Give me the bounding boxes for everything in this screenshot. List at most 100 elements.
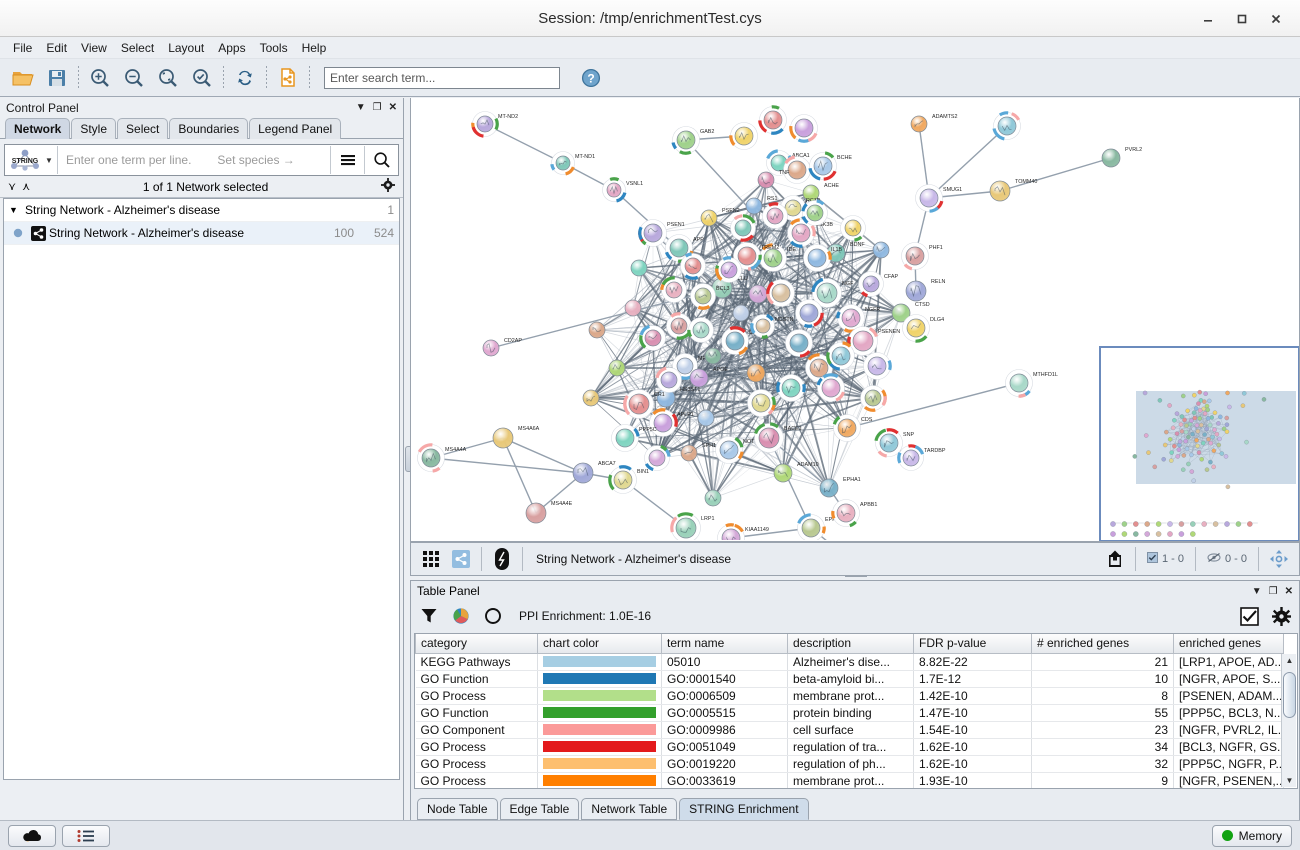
network-node[interactable]: VSNL1 bbox=[602, 177, 644, 203]
network-node[interactable] bbox=[666, 312, 692, 340]
network-node[interactable]: APBB1 bbox=[831, 499, 878, 528]
select-all-checkbox-icon[interactable] bbox=[1237, 604, 1261, 628]
node-sphere[interactable] bbox=[787, 160, 807, 180]
panel-dropdown-icon[interactable]: ▼ bbox=[355, 102, 366, 113]
node-sphere[interactable] bbox=[653, 413, 673, 433]
export-network-icon[interactable] bbox=[271, 62, 305, 94]
network-overview-panel[interactable] bbox=[1099, 346, 1299, 541]
tab-network-table[interactable]: Network Table bbox=[581, 798, 678, 820]
node-sphere[interactable] bbox=[837, 418, 857, 438]
node-sphere[interactable] bbox=[1101, 148, 1121, 168]
network-node[interactable] bbox=[732, 304, 750, 322]
network-graph[interactable]: MT-ND2MT-ND1VSNL1GAB2RS1ABCA1CHATBCHETNF… bbox=[411, 98, 1299, 541]
node-sphere[interactable] bbox=[660, 371, 678, 389]
network-node[interactable]: ADAMTS2 bbox=[910, 114, 957, 133]
node-sphere[interactable] bbox=[862, 275, 880, 293]
col-fdr-pvalue[interactable]: FDR p-value bbox=[913, 634, 1032, 654]
tab-node-table[interactable]: Node Table bbox=[417, 798, 498, 820]
expand-all-icon[interactable]: ⋏ bbox=[22, 181, 31, 193]
network-node[interactable]: BCHE bbox=[808, 151, 853, 181]
table-row[interactable]: GO Component GO:0009986 cell surface 1.54E-… bbox=[415, 721, 1284, 739]
chart-color-icon[interactable] bbox=[449, 604, 473, 628]
network-node[interactable]: DLG4 bbox=[902, 314, 945, 343]
network-node[interactable]: MT-ND2 bbox=[471, 111, 519, 138]
node-sphere[interactable] bbox=[905, 280, 927, 302]
network-node[interactable]: GSK3B bbox=[787, 218, 834, 248]
fit-content-icon[interactable] bbox=[1264, 546, 1294, 572]
node-sphere[interactable] bbox=[421, 448, 441, 468]
scroll-down-icon[interactable]: ▼ bbox=[1285, 776, 1294, 785]
network-node[interactable] bbox=[992, 111, 1021, 141]
node-sphere[interactable] bbox=[624, 299, 642, 317]
collapse-all-icon[interactable]: ⋎ bbox=[8, 181, 17, 193]
col-category[interactable]: category bbox=[415, 634, 538, 654]
network-node[interactable] bbox=[630, 259, 648, 277]
table-row[interactable]: GO Process GO:0006509 membrane prot... 1.42… bbox=[415, 687, 1284, 705]
node-sphere[interactable] bbox=[905, 246, 925, 266]
network-node[interactable] bbox=[746, 363, 766, 383]
tab-boundaries[interactable]: Boundaries bbox=[169, 118, 249, 139]
node-sphere[interactable] bbox=[755, 318, 771, 334]
network-node[interactable] bbox=[785, 329, 813, 358]
network-node[interactable]: TNF bbox=[757, 170, 790, 189]
save-icon[interactable] bbox=[40, 62, 74, 94]
col-term-name[interactable]: term name bbox=[661, 634, 788, 654]
node-sphere[interactable] bbox=[809, 358, 829, 378]
node-sphere[interactable] bbox=[757, 171, 775, 189]
menu-select[interactable]: Select bbox=[120, 40, 155, 55]
network-node[interactable]: MTHFD1L bbox=[1005, 369, 1058, 398]
col-enriched-genes[interactable]: enriched genes bbox=[1173, 634, 1284, 654]
node-sphere[interactable] bbox=[732, 304, 750, 322]
node-sphere[interactable] bbox=[807, 248, 827, 268]
table-row[interactable]: GO Process GO:0019220 regulation of ph... 1… bbox=[415, 755, 1284, 773]
network-node[interactable] bbox=[795, 299, 824, 328]
node-sphere[interactable] bbox=[801, 518, 821, 538]
menu-layout[interactable]: Layout bbox=[168, 40, 205, 55]
col-description[interactable]: description bbox=[787, 634, 914, 654]
node-sphere[interactable] bbox=[906, 318, 926, 338]
node-sphere[interactable] bbox=[555, 155, 571, 171]
node-sphere[interactable] bbox=[831, 346, 851, 366]
overview-viewport-rect[interactable] bbox=[1136, 391, 1296, 484]
string-species-caret-icon[interactable]: ▼ bbox=[45, 155, 53, 165]
network-node[interactable]: SMUG1 bbox=[915, 184, 963, 213]
node-sphere[interactable] bbox=[781, 378, 801, 398]
network-node[interactable]: ABCA7 bbox=[572, 461, 616, 484]
node-sphere[interactable] bbox=[525, 502, 547, 524]
network-node[interactable] bbox=[758, 105, 787, 135]
network-node[interactable]: IL1B bbox=[803, 244, 843, 272]
menu-file[interactable]: File bbox=[13, 40, 33, 55]
node-sphere[interactable] bbox=[648, 449, 666, 467]
table-row[interactable]: GO Function GO:0005515 protein binding 1.47… bbox=[415, 704, 1284, 722]
network-node[interactable] bbox=[704, 347, 722, 365]
network-node[interactable]: NGF bbox=[811, 277, 855, 308]
menu-apps[interactable]: Apps bbox=[218, 40, 246, 55]
zoom-in-icon[interactable] bbox=[83, 62, 117, 94]
table-panel-float-icon[interactable]: ❐ bbox=[1268, 585, 1278, 597]
node-sphere[interactable] bbox=[1009, 373, 1029, 393]
network-node[interactable] bbox=[766, 279, 795, 307]
network-group-row[interactable]: ▼ String Network - Alzheimer's disease 1 bbox=[4, 199, 399, 222]
network-node[interactable]: PSENEN bbox=[847, 326, 901, 356]
search-icon[interactable] bbox=[365, 145, 398, 175]
refresh-icon[interactable] bbox=[228, 62, 262, 94]
node-sphere[interactable] bbox=[836, 503, 856, 523]
network-node[interactable] bbox=[776, 374, 806, 402]
network-node[interactable]: PSEN1 bbox=[638, 219, 685, 247]
network-node[interactable] bbox=[680, 252, 706, 280]
node-sphere[interactable] bbox=[613, 470, 633, 490]
network-node[interactable] bbox=[697, 409, 715, 427]
close-icon[interactable] bbox=[1260, 5, 1292, 33]
table-panel-close-icon[interactable]: ✕ bbox=[1284, 585, 1293, 597]
tab-network[interactable]: Network bbox=[5, 118, 71, 139]
network-item-row[interactable]: String Network - Alzheimer's disease 100… bbox=[4, 222, 399, 245]
node-sphere[interactable] bbox=[864, 389, 882, 407]
network-node[interactable]: CD2AP bbox=[482, 338, 522, 357]
node-sphere[interactable] bbox=[725, 331, 745, 351]
help-icon[interactable]: ? bbox=[574, 62, 608, 94]
node-sphere[interactable] bbox=[989, 180, 1011, 202]
network-node[interactable]: TOMM40 bbox=[989, 179, 1037, 202]
node-sphere[interactable] bbox=[737, 246, 757, 266]
node-sphere[interactable] bbox=[680, 444, 698, 462]
node-sphere[interactable] bbox=[684, 257, 702, 275]
